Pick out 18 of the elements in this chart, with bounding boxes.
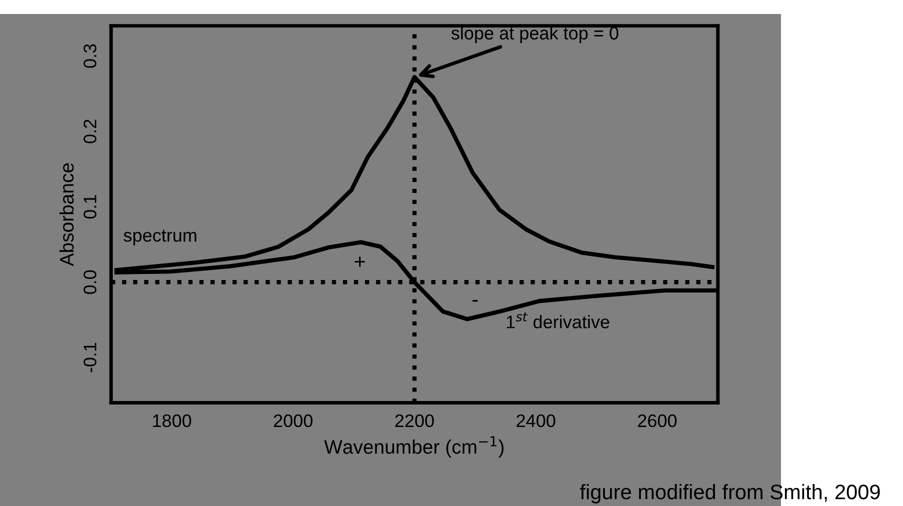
- series-label: 1$^{st}$ derivative: [506, 312, 610, 328]
- x-tick-label: 2400: [516, 414, 556, 428]
- x-tick-label: 2000: [274, 414, 312, 428]
- x-tick-label: 2600: [638, 414, 677, 428]
- x-axis-title: Wavenumber (cm$^{−1}$): [324, 436, 504, 458]
- y-tick-label: 0.2: [84, 120, 96, 144]
- y-tick-label: 0.0: [84, 270, 96, 294]
- x-tick-label: 1800: [153, 414, 192, 428]
- series-label: spectrum: [124, 230, 196, 246]
- text: figure modified from Smith, 2009: [580, 484, 880, 504]
- y-tick-label: 0.1: [84, 195, 96, 219]
- y-tick-label: 0.3: [84, 44, 96, 68]
- y-axis-title: Absorbance: [59, 163, 74, 266]
- y-tick-label: -0.1: [84, 342, 96, 372]
- annotation: +: [354, 256, 365, 267]
- x-tick-label: 2200: [395, 414, 434, 428]
- annotation: slope at peak top = 0: [451, 26, 618, 44]
- annotation: -: [472, 300, 478, 302]
